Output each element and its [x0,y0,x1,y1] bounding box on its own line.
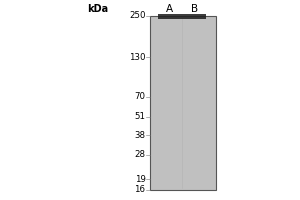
Text: 250: 250 [129,11,146,21]
Text: 19: 19 [135,175,146,184]
Bar [150,16,216,190]
Text: 130: 130 [129,53,146,62]
Bar [158,14,182,19]
Text: 28: 28 [134,150,146,159]
Text: kDa: kDa [87,4,108,14]
Text: A: A [166,4,173,14]
Text: B: B [191,4,198,14]
Text: 51: 51 [134,112,146,121]
Text: 38: 38 [134,131,146,140]
Text: 16: 16 [134,186,146,194]
Bar [182,14,206,19]
Text: 70: 70 [134,92,146,101]
